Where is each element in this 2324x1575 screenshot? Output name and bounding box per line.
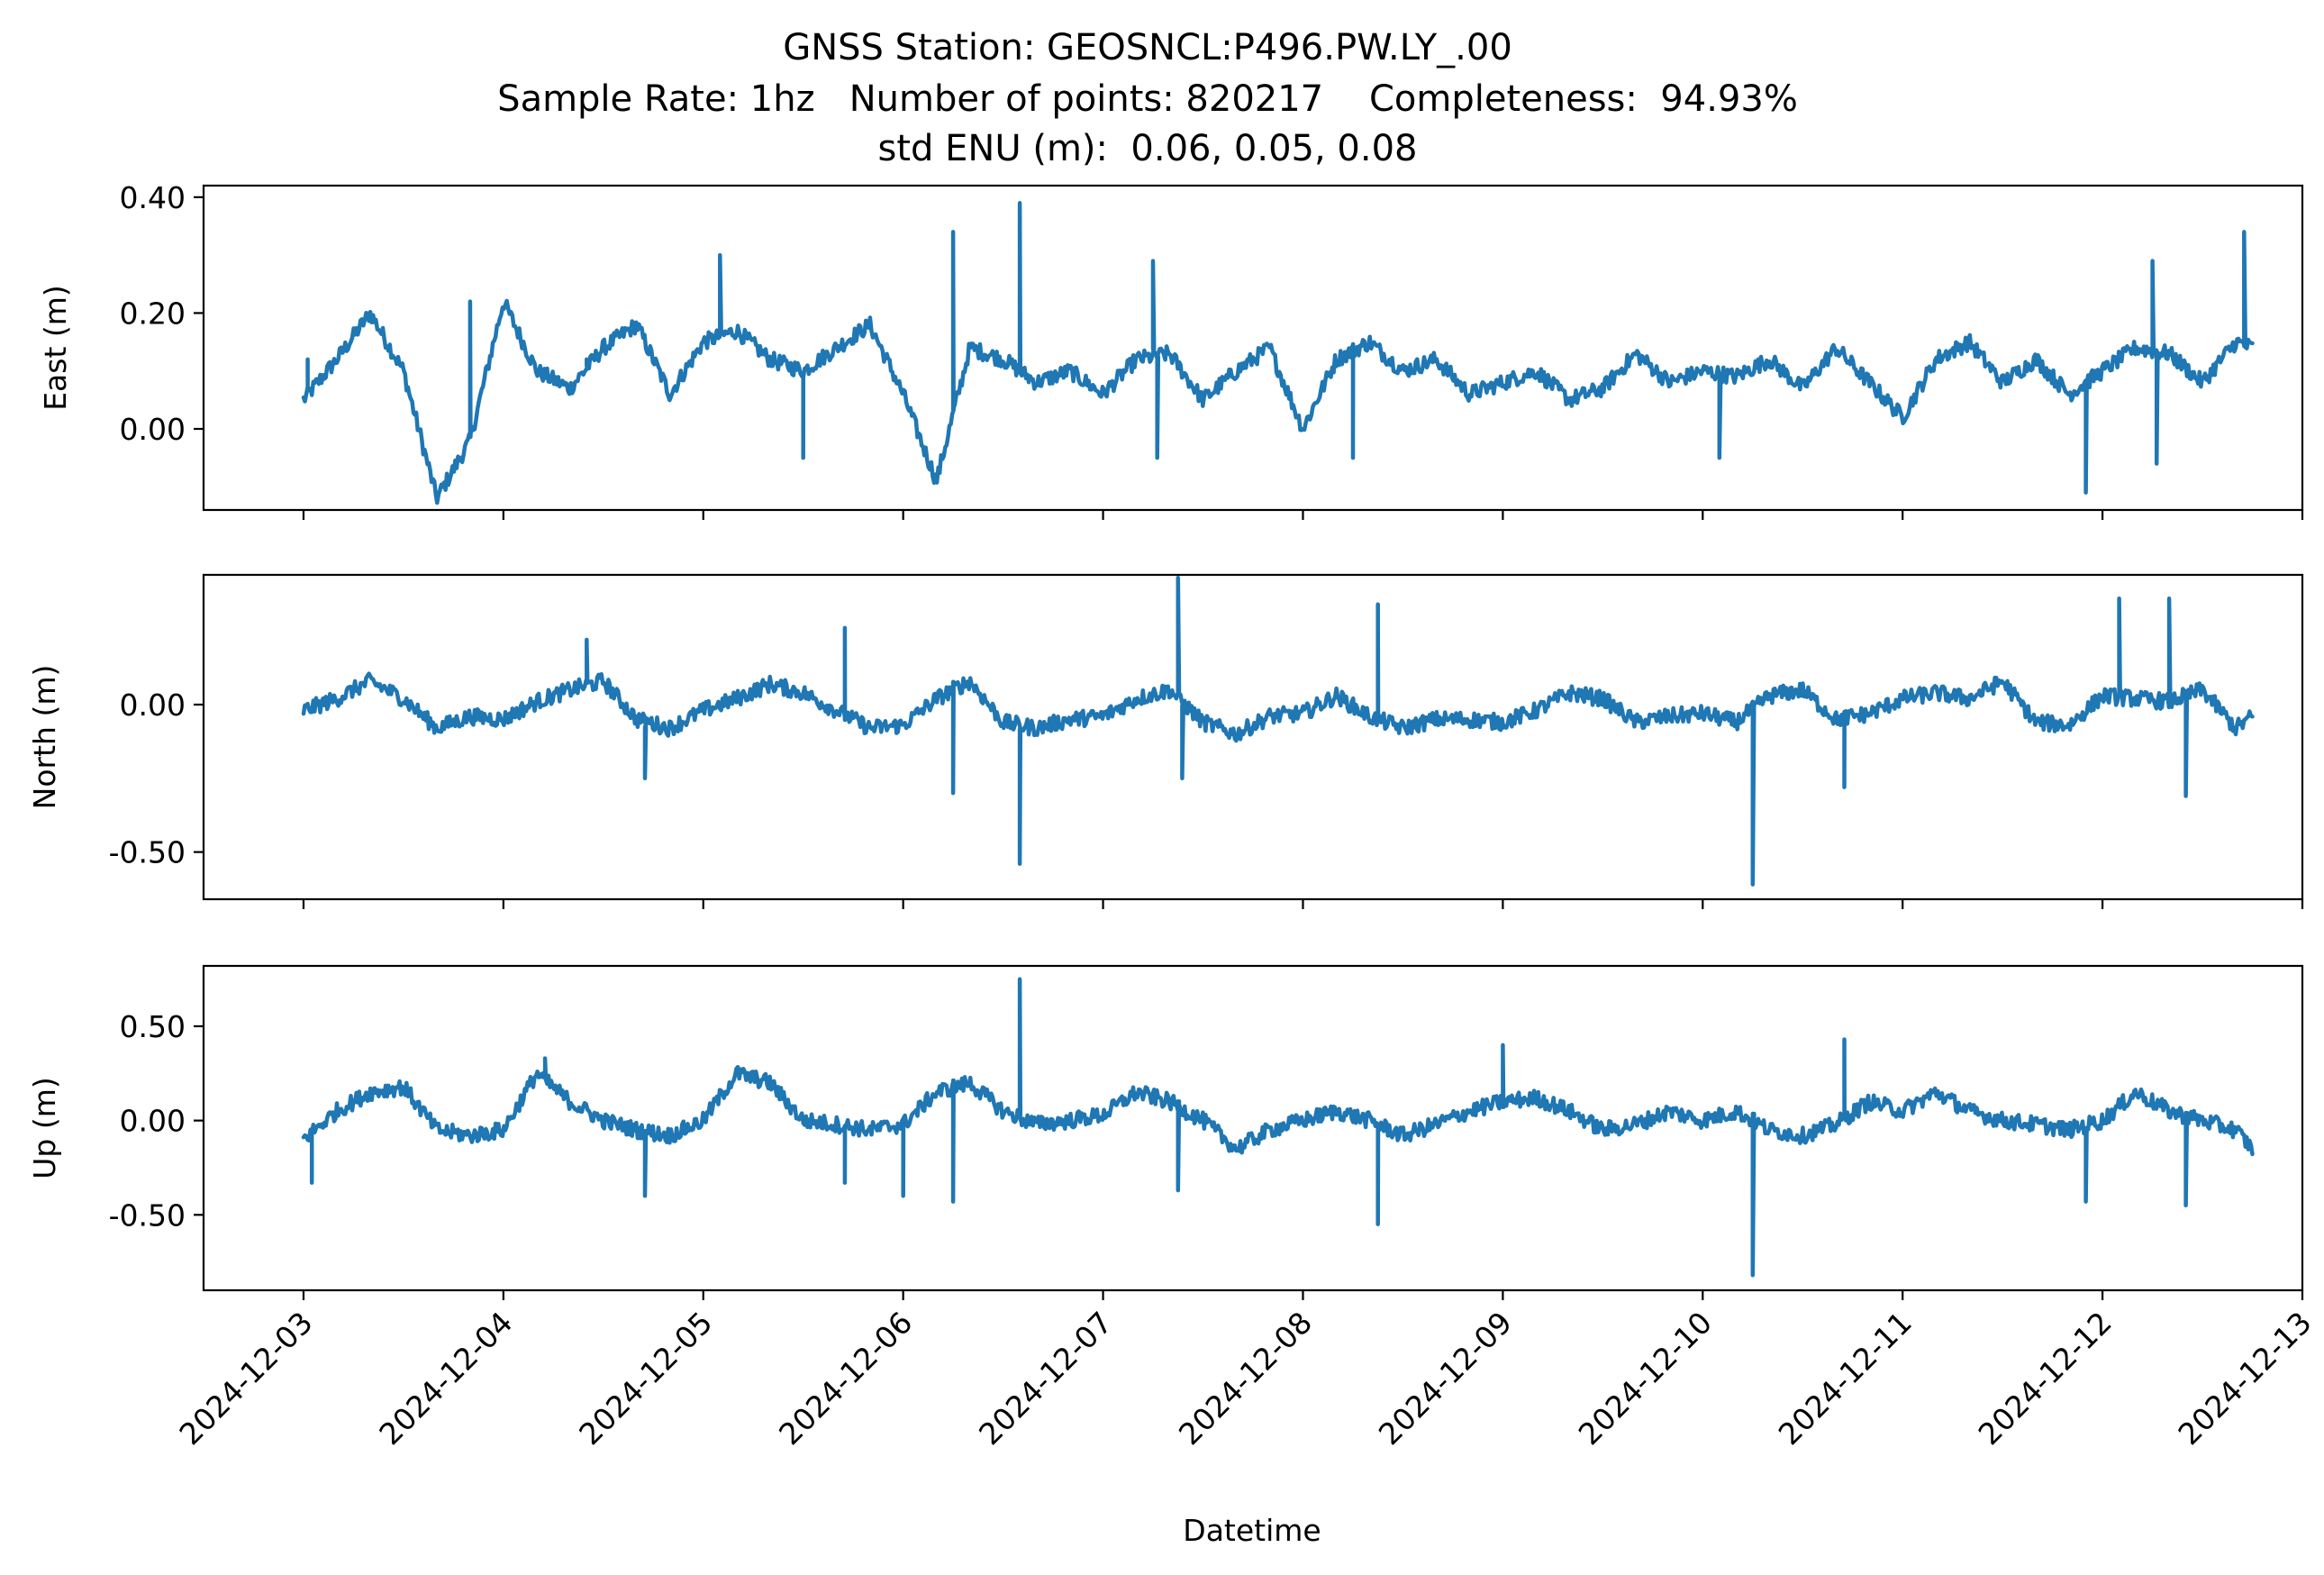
east-y-tick-label: 0.40 [120, 180, 186, 215]
up-y-axis: 0.50 0.00 -0.50 [109, 1009, 204, 1233]
north-y-axis: 0.00 -0.50 [109, 687, 204, 870]
up-series-line [301, 977, 2255, 1278]
north-y-axis-label: North (m) [27, 665, 62, 810]
east-x-axis [302, 510, 2304, 520]
title-line-std: std ENU (m): 0.06, 0.05, 0.08 [878, 128, 1418, 169]
east-y-axis-label: East (m) [38, 285, 73, 411]
north-series-line [301, 576, 2255, 887]
east-panel: 0.00 0.20 0.40 East (m) [38, 180, 2304, 520]
east-series [301, 201, 2255, 505]
north-axes-frame [202, 573, 2304, 901]
north-panel: 0.00 -0.50 North (m) [27, 573, 2304, 909]
up-y-tick-label: 0.50 [120, 1009, 186, 1044]
up-y-tick-label: -0.50 [109, 1197, 186, 1233]
x-axis-label: Datetime [1183, 1513, 1321, 1548]
figure-title: GNSS Station: GEOSNCL:P496.PW.LY_.00 Sam… [497, 27, 1798, 169]
north-series [301, 576, 2255, 887]
up-y-tick-label: 0.00 [120, 1104, 186, 1139]
title-line-stats: Sample Rate: 1hz Number of points: 82021… [497, 78, 1798, 120]
east-y-tick-label: 0.00 [120, 412, 186, 447]
north-x-axis [302, 899, 2304, 909]
up-axes-frame [202, 964, 2304, 1292]
east-y-axis: 0.00 0.20 0.40 [120, 180, 204, 447]
title-line-station: GNSS Station: GEOSNCL:P496.PW.LY_.00 [783, 27, 1512, 68]
east-series-line [301, 201, 2255, 505]
north-y-tick-label: -0.50 [109, 835, 186, 870]
east-y-tick-label: 0.20 [120, 296, 186, 331]
north-y-tick-label: 0.00 [120, 687, 186, 723]
east-axes-frame [202, 184, 2304, 512]
up-y-axis-label: Up (m) [27, 1077, 62, 1179]
up-series [301, 977, 2255, 1278]
